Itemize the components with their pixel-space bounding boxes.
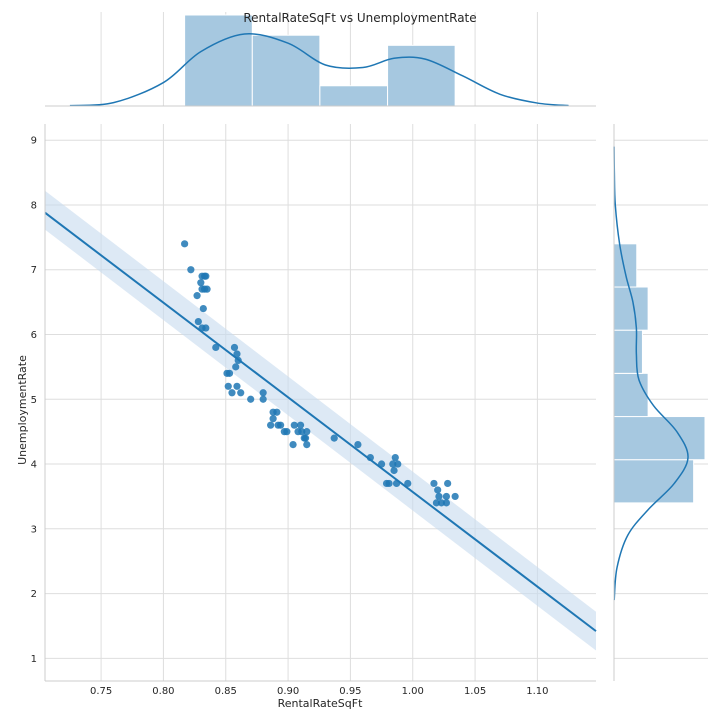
y-tick-label: 5 xyxy=(31,395,37,406)
chart-title: RentalRateSqFt vs UnemploymentRate xyxy=(243,11,476,25)
data-point xyxy=(269,415,277,423)
x-tick-label: 0.80 xyxy=(152,686,174,697)
data-point xyxy=(385,479,393,488)
y-tick-label: 2 xyxy=(31,589,37,600)
data-point xyxy=(202,324,210,332)
data-point xyxy=(451,492,459,501)
data-point xyxy=(202,272,210,280)
data-point xyxy=(230,343,239,352)
data-point xyxy=(237,389,245,397)
data-point xyxy=(277,421,285,429)
data-point xyxy=(289,440,297,449)
data-point xyxy=(247,395,255,403)
y-histogram-bar xyxy=(613,243,638,288)
regression-confidence-band xyxy=(45,190,596,651)
y-tick-label: 4 xyxy=(31,460,37,471)
x-tick-label: 1.00 xyxy=(402,686,424,697)
x-tick-label: 0.85 xyxy=(215,686,237,697)
data-point xyxy=(233,382,241,390)
data-point xyxy=(228,389,236,397)
data-point xyxy=(199,304,207,313)
x-histogram-bar xyxy=(184,14,253,107)
confidence-band xyxy=(45,190,596,651)
x-tick-label: 1.05 xyxy=(464,686,486,697)
data-point xyxy=(390,466,398,475)
y-histogram-bar xyxy=(613,329,643,374)
data-point xyxy=(187,266,195,274)
data-point xyxy=(394,460,402,468)
y-histogram-bar xyxy=(613,459,695,504)
data-point xyxy=(283,428,291,436)
x-histogram-bar xyxy=(251,34,321,107)
data-point xyxy=(225,369,234,377)
data-point xyxy=(330,434,338,442)
data-point xyxy=(212,343,220,352)
data-point xyxy=(435,492,443,501)
data-point xyxy=(303,428,311,436)
x-histogram-bar xyxy=(319,85,389,107)
axes: RentalRateSqFt vs UnemploymentRate Renta… xyxy=(16,11,615,710)
data-point xyxy=(434,486,442,494)
data-point xyxy=(233,350,241,358)
x-kde-curve xyxy=(69,33,569,107)
x-axis-label: RentalRateSqFt xyxy=(278,697,364,710)
data-point xyxy=(224,382,232,390)
data-point xyxy=(301,434,310,442)
data-point xyxy=(290,421,298,429)
data-point xyxy=(389,460,397,468)
regression-line xyxy=(44,211,597,632)
x-marginal-plot xyxy=(69,14,569,107)
y-histogram-bar xyxy=(613,416,706,461)
data-point xyxy=(298,428,306,436)
y-histogram-bar xyxy=(613,372,649,418)
data-point xyxy=(296,421,305,429)
y-tick-label: 8 xyxy=(31,200,37,211)
y-tick-label: 7 xyxy=(31,265,37,276)
x-tick-label: 1.10 xyxy=(526,686,548,697)
y-kde-curve xyxy=(613,146,689,601)
scatter-points xyxy=(181,240,459,507)
data-point xyxy=(267,421,275,429)
y-tick-label: 3 xyxy=(31,524,37,535)
data-point xyxy=(232,363,240,371)
data-point xyxy=(181,240,189,248)
x-tick-label: 0.90 xyxy=(277,686,299,697)
y-axis-label: UnemploymentRate xyxy=(16,355,29,465)
data-point xyxy=(259,389,267,397)
y-tick-label: 6 xyxy=(31,330,37,341)
data-point xyxy=(404,479,412,488)
data-point xyxy=(203,285,211,293)
x-tick-label: 0.95 xyxy=(339,686,361,697)
grid xyxy=(45,12,708,681)
x-histogram-bar xyxy=(387,44,456,107)
y-marginal-plot xyxy=(613,146,706,601)
data-point xyxy=(432,499,441,507)
data-point xyxy=(444,479,452,488)
data-point xyxy=(442,492,451,501)
data-point xyxy=(391,453,399,462)
data-point xyxy=(197,279,205,287)
data-point xyxy=(303,440,311,449)
regression-line-group xyxy=(44,211,597,632)
x-tick-label: 0.75 xyxy=(90,686,112,697)
y-tick-label: 9 xyxy=(31,136,37,147)
data-point xyxy=(354,440,362,449)
data-point xyxy=(193,292,201,300)
data-point xyxy=(273,408,281,416)
data-point xyxy=(259,395,267,403)
y-tick-label: 1 xyxy=(31,654,37,665)
data-point xyxy=(442,499,451,507)
data-point xyxy=(430,479,438,488)
data-point xyxy=(437,499,446,507)
data-point xyxy=(194,317,202,326)
